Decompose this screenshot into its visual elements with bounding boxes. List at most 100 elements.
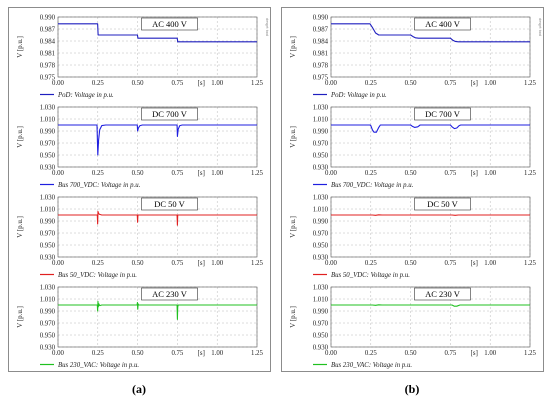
panel-side-label: dmgrt tool bbox=[265, 18, 269, 36]
chart-title-box bbox=[141, 197, 198, 211]
y-tick-label: 0.930 bbox=[40, 164, 56, 171]
y-tick-label: 0.970 bbox=[40, 140, 56, 147]
x-tick-label: 1.00 bbox=[211, 170, 223, 177]
chart-title: AC 400 V bbox=[425, 19, 461, 29]
chart-title-box bbox=[141, 107, 198, 121]
x-axis-unit: [s] bbox=[471, 350, 478, 357]
x-axis-unit: [s] bbox=[471, 80, 478, 87]
series-line bbox=[58, 124, 257, 156]
panel-b-caption: (b) bbox=[404, 382, 420, 396]
legend-label: Bus 700_VDC: Voltage in p.u. bbox=[58, 182, 141, 189]
y-tick-label: 0.990 bbox=[313, 218, 329, 225]
x-tick-label: 0.75 bbox=[444, 170, 456, 177]
x-axis-unit: [s] bbox=[471, 260, 478, 267]
x-tick-label: 0.50 bbox=[405, 170, 417, 177]
y-tick-label: 0.990 bbox=[40, 308, 56, 315]
x-tick-label: 0.75 bbox=[171, 170, 183, 177]
plot-area bbox=[57, 286, 258, 348]
y-tick-label: 1.010 bbox=[40, 296, 56, 303]
x-tick-label: 0.75 bbox=[171, 350, 183, 357]
x-tick-label: 0.25 bbox=[92, 80, 104, 87]
plot-area bbox=[330, 196, 531, 258]
y-tick-label: 0.930 bbox=[313, 254, 329, 261]
plot-area bbox=[330, 106, 531, 168]
plot-area bbox=[57, 16, 258, 78]
y-tick-label: 0.990 bbox=[313, 14, 329, 21]
chart-title-box bbox=[414, 107, 471, 121]
legend-label: Bus 700_VDC: Voltage in p.u. bbox=[331, 182, 414, 189]
y-tick-label: 1.030 bbox=[40, 104, 56, 111]
series-line bbox=[58, 300, 257, 320]
plot-area bbox=[330, 286, 531, 348]
y-tick-label: 0.930 bbox=[313, 344, 329, 351]
y-tick-label: 0.950 bbox=[313, 332, 329, 339]
y-tick-label: 1.030 bbox=[313, 194, 329, 201]
y-tick-label: 0.987 bbox=[40, 26, 56, 33]
x-tick-label: 0.50 bbox=[132, 170, 144, 177]
legend-label: Bus 50_VDC: Voltage in p.u. bbox=[331, 272, 410, 279]
y-tick-label: 1.030 bbox=[313, 104, 329, 111]
legend-label: Bus 230_VAC: Voltage in p.u. bbox=[58, 362, 139, 369]
y-tick-label: 0.984 bbox=[313, 38, 329, 45]
y-tick-label: 0.950 bbox=[313, 242, 329, 249]
x-tick-label: 1.25 bbox=[251, 350, 263, 357]
x-tick-label: 0.25 bbox=[365, 170, 377, 177]
panel-side-label: dmgrt tool bbox=[538, 18, 542, 36]
y-tick-label: 0.970 bbox=[313, 320, 329, 327]
y-tick-label: 0.981 bbox=[313, 50, 328, 57]
y-tick-label: 0.930 bbox=[40, 344, 56, 351]
y-tick-label: 0.930 bbox=[313, 164, 329, 171]
y-axis-label: V [p.u.] bbox=[16, 306, 24, 328]
chart-title-box bbox=[414, 197, 471, 211]
y-tick-label: 0.987 bbox=[313, 26, 329, 33]
x-axis-unit: [s] bbox=[198, 260, 205, 267]
x-tick-label: 1.00 bbox=[211, 260, 223, 267]
x-tick-label: 1.25 bbox=[524, 260, 536, 267]
y-tick-label: 0.970 bbox=[313, 230, 329, 237]
x-tick-label: 0.25 bbox=[365, 260, 377, 267]
x-tick-label: 0.00 bbox=[325, 350, 337, 357]
x-tick-label: 0.50 bbox=[132, 80, 144, 87]
y-tick-label: 0.990 bbox=[40, 218, 56, 225]
series-line bbox=[331, 124, 530, 133]
plot-area bbox=[57, 106, 258, 168]
x-tick-label: 1.00 bbox=[484, 260, 496, 267]
x-tick-label: 0.25 bbox=[92, 350, 104, 357]
series-line bbox=[58, 23, 257, 43]
x-axis-unit: [s] bbox=[198, 170, 205, 177]
y-tick-label: 0.930 bbox=[40, 254, 56, 261]
chart-title-box bbox=[141, 17, 198, 31]
x-tick-label: 0.50 bbox=[405, 260, 417, 267]
y-tick-label: 0.975 bbox=[40, 74, 56, 81]
y-tick-label: 0.975 bbox=[313, 74, 329, 81]
y-tick-label: 0.990 bbox=[313, 308, 329, 315]
y-tick-label: 0.970 bbox=[40, 230, 56, 237]
x-tick-label: 0.00 bbox=[52, 350, 64, 357]
chart-title: DC 700 V bbox=[425, 109, 461, 119]
y-tick-label: 0.970 bbox=[40, 320, 56, 327]
x-tick-label: 0.00 bbox=[52, 260, 64, 267]
x-tick-label: 0.75 bbox=[171, 260, 183, 267]
plot-area bbox=[57, 196, 258, 258]
y-tick-label: 0.978 bbox=[40, 62, 56, 69]
chart-title: AC 230 V bbox=[425, 289, 461, 299]
x-tick-label: 1.25 bbox=[524, 350, 536, 357]
series-line bbox=[331, 304, 530, 307]
x-axis-unit: [s] bbox=[471, 170, 478, 177]
y-axis-label: V [p.u.] bbox=[16, 36, 24, 58]
y-tick-label: 1.030 bbox=[313, 284, 329, 291]
y-tick-label: 1.010 bbox=[40, 116, 56, 123]
chart-title-box bbox=[414, 17, 471, 31]
x-tick-label: 1.00 bbox=[484, 350, 496, 357]
x-tick-label: 0.00 bbox=[325, 80, 337, 87]
x-tick-label: 0.50 bbox=[132, 350, 144, 357]
y-tick-label: 1.010 bbox=[313, 116, 329, 123]
x-axis-unit: [s] bbox=[198, 80, 205, 87]
y-tick-label: 0.981 bbox=[40, 50, 55, 57]
x-tick-label: 0.75 bbox=[444, 350, 456, 357]
